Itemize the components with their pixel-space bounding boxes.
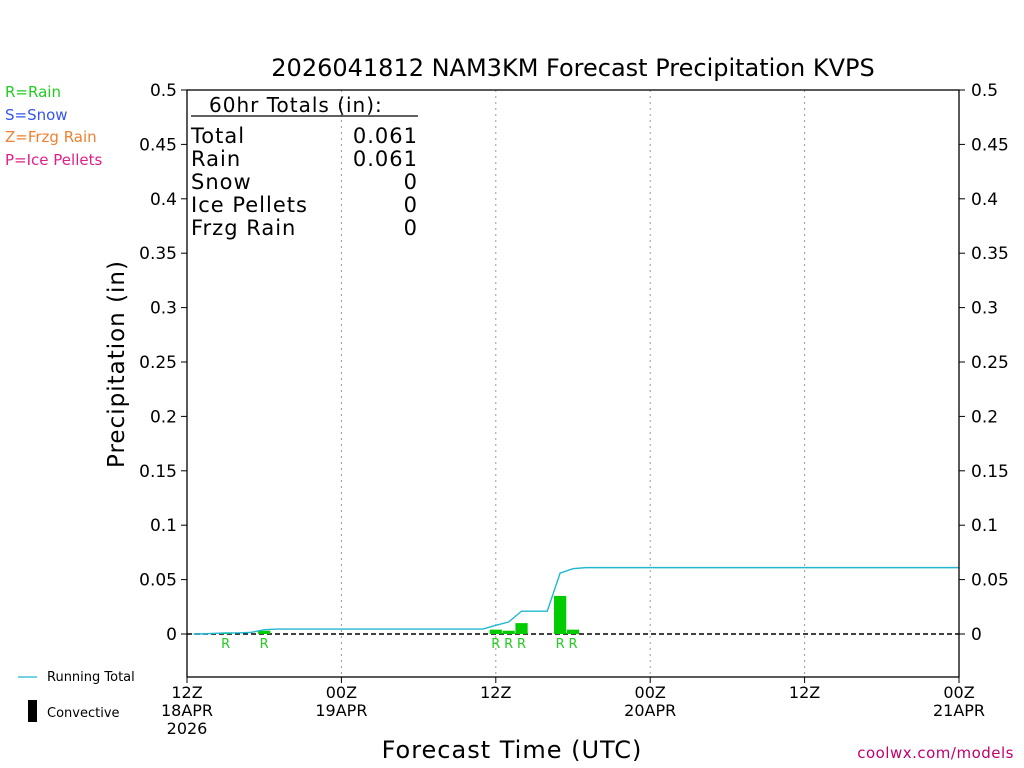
- totals-rows: Total 0.061 Rain 0.061 Snow 0 Ice Pellets 0 Frzg…: [190, 124, 418, 240]
- axes: 0 00.05 0.050.1 0.10.15 0.150.2 0.20.25 0.250.…: [139, 81, 1009, 738]
- y-tick-label-right: 0.1: [971, 516, 998, 536]
- y-tick-label-right: 0.3: [971, 299, 998, 319]
- totals-label: Snow: [191, 170, 252, 194]
- totals-value: 0: [404, 193, 418, 217]
- precip-bar: [258, 630, 271, 634]
- precip-bar: [515, 623, 528, 634]
- legend-ice-pellets: P=Ice Pellets: [5, 150, 103, 169]
- x-tick-label: 12Z: [789, 683, 820, 702]
- precip-bar: [566, 629, 580, 634]
- precip-bar: [502, 630, 515, 634]
- totals-label: Total: [190, 124, 245, 148]
- x-tick-label: 18APR: [161, 701, 213, 720]
- y-tick-label-left: 0.25: [139, 353, 177, 373]
- precip-bar: [489, 629, 502, 634]
- totals-label: Frzg Rain: [191, 216, 296, 240]
- credit-link[interactable]: coolwx.com/models: [857, 744, 1014, 762]
- totals-value: 0.061: [353, 147, 418, 171]
- totals-value: 0.061: [353, 124, 418, 148]
- y-tick-label-left: 0.2: [150, 407, 177, 427]
- y-tick-label-right: 0.15: [971, 462, 1009, 482]
- x-tick-label: 12Z: [171, 683, 202, 702]
- totals-header: 60hr Totals (in):: [209, 93, 383, 117]
- y-tick-label-right: 0.25: [971, 353, 1009, 373]
- convective-swatch: [28, 700, 37, 722]
- x-axis-label: Forecast Time (UTC): [382, 736, 643, 764]
- precip-type-legend: R=Rain S=Snow Z=Frzg Rain P=Ice Pellets: [5, 81, 102, 171]
- precip-type-label: R: [221, 637, 230, 652]
- x-tick-label: 00Z: [635, 683, 666, 702]
- x-tick-label: 2026: [167, 719, 208, 738]
- precip-type-label: R: [260, 637, 269, 652]
- totals-label: Ice Pellets: [191, 193, 308, 217]
- precip-type-label: R: [504, 637, 513, 652]
- x-tick-label: 00Z: [326, 683, 357, 702]
- y-tick-label-left: 0.1: [150, 516, 177, 536]
- y-tick-label-left: 0.3: [150, 299, 177, 319]
- y-tick-label-right: 0.2: [971, 407, 998, 427]
- y-axis-label: Precipitation (in): [104, 260, 130, 468]
- precip-type-label: R: [568, 637, 577, 652]
- x-tick-label: 21APR: [933, 701, 985, 720]
- y-tick-label-left: 0: [166, 625, 177, 645]
- x-tick-label: 12Z: [480, 683, 511, 702]
- y-tick-label-left: 0.5: [150, 81, 177, 101]
- running-total-legend-label: Running Total: [47, 670, 135, 685]
- y-tick-label-right: 0.4: [971, 190, 998, 210]
- precip-type-label: R: [517, 637, 526, 652]
- y-tick-label-right: 0.5: [971, 81, 998, 101]
- chart-title: 2026041812 NAM3KM Forecast Precipitation…: [271, 54, 874, 82]
- y-tick-label-right: 0.45: [971, 135, 1009, 155]
- x-tick-label: 19APR: [315, 701, 367, 720]
- legend-freezing-rain: Z=Frzg Rain: [5, 128, 97, 146]
- totals-value: 0: [404, 170, 418, 194]
- legend-snow: S=Snow: [5, 105, 68, 124]
- convective-legend-label: Convective: [47, 706, 120, 721]
- y-tick-label-left: 0.15: [139, 462, 177, 482]
- y-tick-label-left: 0.4: [150, 190, 177, 210]
- plot-frame: [186, 89, 960, 678]
- x-tick-label: 00Z: [943, 683, 974, 702]
- y-tick-label-right: 0: [971, 625, 982, 645]
- running-total-line: [193, 566, 959, 635]
- legend-rain: R=Rain: [5, 83, 61, 101]
- y-tick-label-left: 0.05: [139, 571, 177, 591]
- running-total-series: [193, 566, 959, 635]
- totals-box: 60hr Totals (in): Total 0.061 Rain 0.061 Sno…: [190, 93, 418, 240]
- y-tick-label-right: 0.35: [971, 244, 1009, 264]
- y-tick-label-left: 0.35: [139, 244, 177, 264]
- precip-type-label: R: [491, 637, 500, 652]
- totals-value: 0: [404, 216, 418, 240]
- precip-bar: [554, 595, 567, 634]
- x-tick-label: 20APR: [624, 701, 676, 720]
- totals-label: Rain: [191, 147, 241, 171]
- y-tick-label-left: 0.45: [139, 135, 177, 155]
- gridlines: [340, 90, 806, 677]
- y-tick-label-right: 0.05: [971, 571, 1009, 591]
- precip-type-label: R: [556, 637, 565, 652]
